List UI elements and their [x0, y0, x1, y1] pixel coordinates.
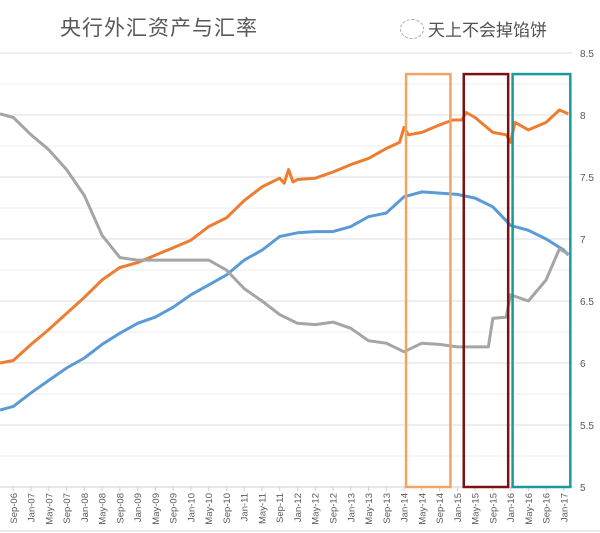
- watermark: 天上不会掉馅饼: [400, 16, 547, 41]
- x-tick-label: May-10: [204, 493, 215, 525]
- y-tick-label: 6: [580, 359, 586, 370]
- orange-series-line: [0, 108, 569, 365]
- x-tick-label: Sep-06: [9, 493, 20, 524]
- highlight-box-2014: [404, 72, 452, 489]
- watermark-text: 天上不会掉馅饼: [428, 21, 547, 41]
- x-tick-label: Jan-10: [186, 493, 197, 522]
- x-tick-label: Jan-12: [293, 493, 304, 522]
- y-tick-label: 5: [580, 483, 586, 494]
- x-tick-label: Jan-09: [133, 493, 144, 522]
- y-tick-label: 8.5: [580, 49, 594, 60]
- y-tick-label: 8: [580, 111, 586, 122]
- x-tick-label: Sep-09: [169, 493, 180, 524]
- highlight-box-2015: [462, 72, 510, 489]
- x-tick-label: May-07: [44, 493, 55, 525]
- wechat-logo-icon: [400, 18, 424, 39]
- x-tick-label: May-11: [257, 493, 268, 524]
- x-tick-label: Jan-08: [80, 493, 91, 522]
- y-tick-label: 6.5: [580, 297, 594, 308]
- x-tick-label: Sep-12: [329, 493, 340, 524]
- x-tick-label: Jan-15: [453, 493, 464, 522]
- y-tick-label: 5.5: [580, 421, 594, 432]
- blue-series-line: [0, 190, 570, 412]
- x-tick-label: Jan-13: [346, 493, 357, 522]
- y-tick-label: 7.5: [580, 173, 594, 184]
- x-tick-label: Sep-14: [435, 493, 446, 524]
- x-tick-label: Sep-07: [62, 493, 73, 524]
- x-tick-label: Jan-17: [559, 493, 570, 522]
- x-tick-label: May-14: [417, 493, 428, 525]
- x-tick-label: May-09: [151, 493, 162, 525]
- x-tick-label: Jan-11: [240, 493, 251, 521]
- x-tick-label: Sep-13: [382, 493, 393, 524]
- y-tick-label: 7: [580, 235, 586, 246]
- x-tick-label: Sep-08: [115, 493, 126, 524]
- x-tick-label: Sep-10: [222, 493, 233, 524]
- x-tick-label: May-13: [364, 493, 375, 525]
- x-tick-label: May-16: [524, 493, 535, 525]
- x-tick-label: May-12: [311, 493, 322, 525]
- x-tick-label: May-15: [471, 493, 482, 525]
- x-tick-label: Jan-14: [400, 493, 411, 522]
- highlight-box-2016: [511, 72, 572, 489]
- x-tick-label: Jan-07: [27, 493, 38, 522]
- x-tick-label: May-08: [98, 493, 109, 525]
- x-tick-label: Sep-11: [275, 493, 286, 523]
- exchange-rate-series-line: [0, 112, 570, 354]
- x-tick-label: Sep-15: [488, 493, 499, 524]
- chart-title: 央行外汇资产与汇率: [60, 16, 258, 40]
- x-tick-label: Sep-16: [542, 493, 553, 524]
- x-tick-label: Jan-16: [506, 493, 517, 522]
